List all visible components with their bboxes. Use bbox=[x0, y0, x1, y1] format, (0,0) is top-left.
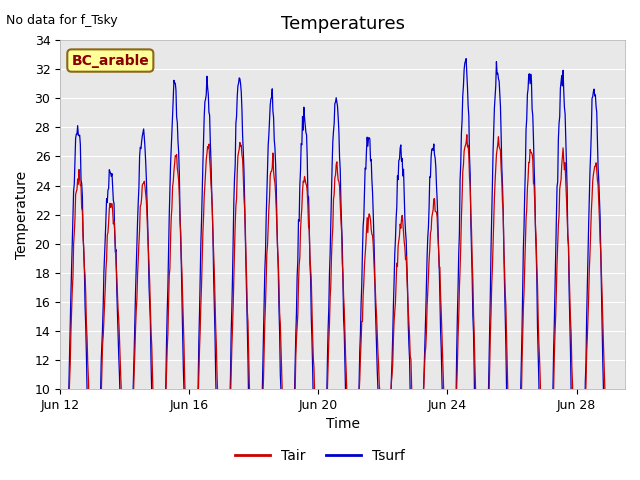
Text: BC_arable: BC_arable bbox=[72, 54, 149, 68]
Text: No data for f_Tsky: No data for f_Tsky bbox=[6, 14, 118, 27]
X-axis label: Time: Time bbox=[326, 418, 360, 432]
Title: Temperatures: Temperatures bbox=[280, 15, 404, 33]
Legend: Tair, Tsurf: Tair, Tsurf bbox=[230, 443, 410, 468]
Y-axis label: Temperature: Temperature bbox=[15, 170, 29, 259]
